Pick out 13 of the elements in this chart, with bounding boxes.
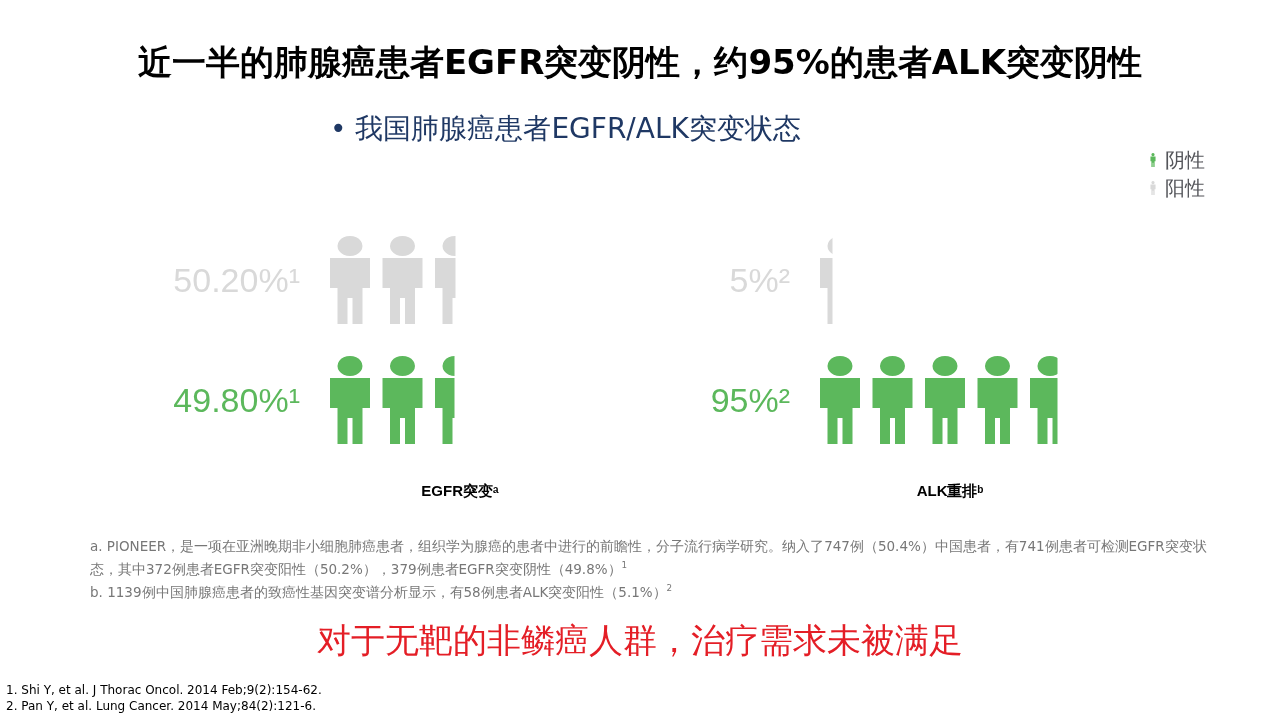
text: 2. Pan Y, et al. Lung Cancer. 2014 May;84(2):121-6. [6, 698, 317, 714]
text: 1. Shi Y, et al. J Thorac Oncol. 2014 Feb;9(2):154-62. [6, 682, 322, 698]
text: 近一半的肺腺癌患者EGFR突变阴性，约95%的患者ALK突变阴性 [136, 41, 1144, 84]
category-label: ALK重排ᵇ [916, 482, 984, 499]
text: • 我国肺腺癌患者EGFR/ALK突变状态 [330, 111, 801, 147]
text: a. PIONEER，是一项在亚洲晚期非小细胞肺癌患者，组织学为腺癌的患者中进行的前瞻性，分子流行病学研究。纳入了747例（50.4%）中国患者，有741例患者可检测EGFR突变状态，其中372例患者EGFR突变阳性（50.2%），379例患者EGFR突变阴性（49.8%）$^{1}$ [90, 537, 1208, 579]
data-label: 49.80%¹ [173, 381, 300, 419]
legend-label: 阴性 [1165, 149, 1205, 171]
text: b. 1139例中国肺腺癌患者的致癌性基因突变谱分析显示，有58例患者ALK突变阳性（5.1%）$^{2}$ [90, 581, 674, 601]
data-label: 95%² [710, 381, 790, 419]
category-label: EGFR突变ᵃ [421, 482, 499, 499]
legend-label: 阳性 [1165, 177, 1205, 199]
text: 对于无靶的非鳞癌人群，治疗需求未被满足 [316, 619, 964, 662]
